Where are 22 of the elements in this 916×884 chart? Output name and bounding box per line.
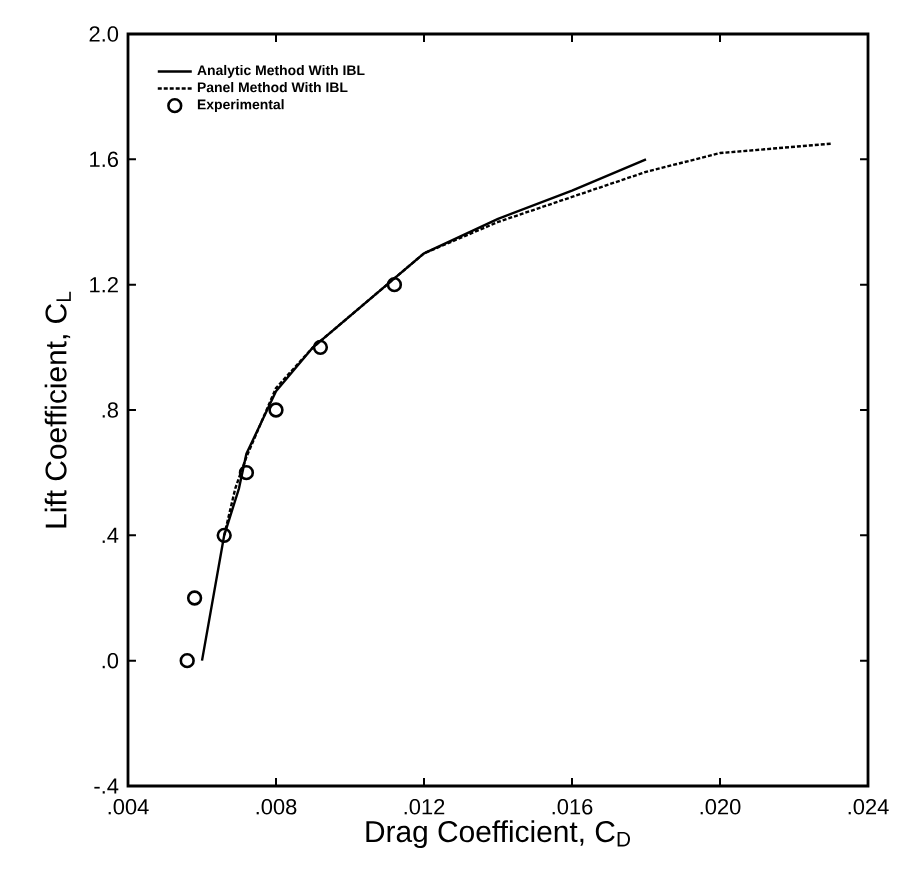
y-tick-label: -.4	[94, 778, 119, 794]
point	[179, 652, 195, 669]
x-tick-label: .012	[404, 799, 445, 815]
x-tick-label: .008	[256, 799, 297, 815]
y-tick-label: 2.0	[89, 26, 119, 42]
point	[386, 276, 403, 293]
y-axis-title: Lift Coefficient, C$_{L}$	[44, 291, 71, 528]
point	[268, 402, 284, 418]
y-tick-label: .0	[102, 652, 119, 669]
x-axis-title: Drag Coefficient, C$_{D}$	[366, 820, 631, 849]
x-tick-label: .016	[552, 799, 593, 815]
y-tick-label: .4	[102, 527, 119, 543]
point	[312, 339, 329, 355]
point	[186, 590, 203, 606]
point	[216, 527, 232, 543]
point	[238, 464, 255, 481]
x-tick-label: .024	[848, 799, 889, 815]
x-tick-label: .020	[700, 799, 741, 815]
y-tick-label: 1.6	[90, 151, 118, 168]
y-tick-label: .8	[102, 402, 118, 418]
y-tick-label: 1.2	[90, 277, 118, 293]
x-tick-label: .004	[108, 799, 149, 815]
